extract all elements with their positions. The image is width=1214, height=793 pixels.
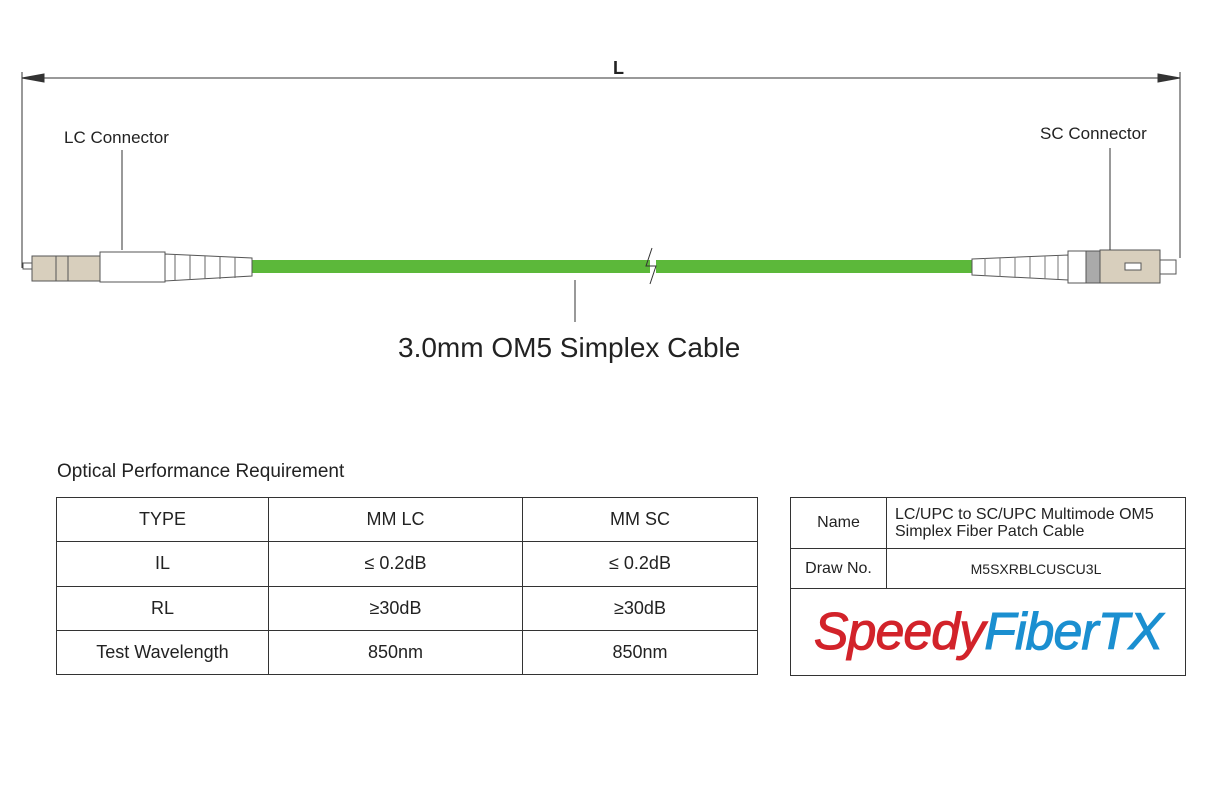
table-cell: ≤ 0.2dB xyxy=(268,541,523,587)
table-cell: IL xyxy=(56,541,269,587)
table-row: IL ≤ 0.2dB ≤ 0.2dB xyxy=(56,541,758,587)
table-cell: ≥30dB xyxy=(268,585,523,631)
header-cell: TYPE xyxy=(56,496,269,543)
header-cell: MM LC xyxy=(268,496,523,543)
table-row: Test Wavelength 850nm 850nm xyxy=(56,629,758,676)
table-row: RL ≥30dB ≥30dB xyxy=(56,585,758,631)
table-cell: RL xyxy=(56,585,269,631)
sc-connector-drawing xyxy=(971,148,1177,284)
cable-diagram xyxy=(21,72,1181,322)
table-cell: ≥30dB xyxy=(522,585,758,631)
lc-connector-label: LC Connector xyxy=(64,128,169,147)
cable xyxy=(250,247,974,322)
table-cell: 850nm xyxy=(522,629,758,676)
sc-connector-label: SC Connector xyxy=(1040,124,1147,143)
logo-part-2: FiberTX xyxy=(984,603,1164,662)
dimension-label: L xyxy=(613,58,624,78)
draw-label: Draw No. xyxy=(790,548,887,589)
title-block: Name LC/UPC to SC/UPC Multimode OM5 Simp… xyxy=(790,497,1186,676)
name-line-1: LC/UPC to SC/UPC Multimode OM5 xyxy=(895,506,1154,523)
logo-part-1: Speedy xyxy=(813,603,985,662)
table-header-row: TYPE MM LC MM SC xyxy=(56,496,758,543)
name-label: Name xyxy=(790,497,887,549)
table-cell: ≤ 0.2dB xyxy=(522,541,758,587)
draw-number: M5SXRBLCUSCU3L xyxy=(886,548,1186,589)
performance-table: TYPE MM LC MM SC IL ≤ 0.2dB ≤ 0.2dB RL ≥… xyxy=(56,496,758,676)
table-cell: Test Wavelength xyxy=(56,629,269,676)
performance-title: Optical Performance Requirement xyxy=(57,461,345,482)
table-cell: 850nm xyxy=(268,629,523,676)
header-cell: MM SC xyxy=(522,496,758,543)
cable-label: 3.0mm OM5 Simplex Cable xyxy=(398,332,741,363)
dimension-line xyxy=(21,72,1181,268)
logo: SpeedyFiberTX xyxy=(790,588,1186,676)
lc-connector-drawing xyxy=(22,150,253,283)
name-line-2: Simplex Fiber Patch Cable xyxy=(895,523,1085,540)
